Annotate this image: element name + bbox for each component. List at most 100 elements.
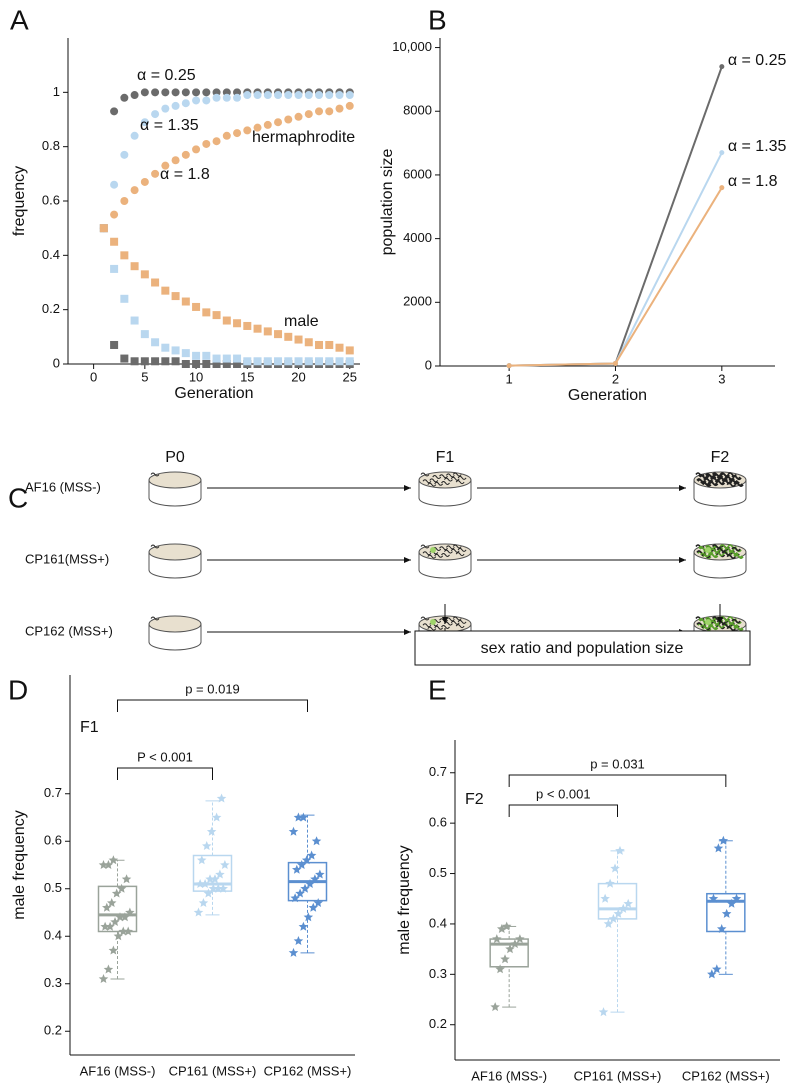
x-tick-label: AF16 (MSS-) bbox=[80, 1063, 156, 1078]
dish-top bbox=[148, 543, 202, 561]
data-point bbox=[102, 902, 112, 912]
y-tick-label: 0.8 bbox=[42, 138, 60, 153]
data-point bbox=[233, 360, 242, 368]
worm bbox=[445, 545, 455, 550]
data-point bbox=[613, 908, 624, 918]
data-point bbox=[731, 893, 742, 903]
data-point bbox=[121, 874, 132, 884]
data-point bbox=[202, 841, 212, 850]
worm bbox=[457, 619, 467, 624]
data-point bbox=[315, 340, 324, 349]
data-point bbox=[120, 354, 129, 363]
data-point bbox=[212, 137, 221, 146]
data-point bbox=[310, 874, 320, 884]
y-tick-label: 0.4 bbox=[44, 928, 62, 943]
worm bbox=[711, 472, 722, 477]
data-point bbox=[120, 251, 129, 260]
worm bbox=[427, 482, 437, 487]
annotation: α = 1.35 bbox=[140, 117, 199, 134]
data-point bbox=[253, 91, 262, 100]
data-point bbox=[719, 64, 725, 70]
data-point bbox=[222, 354, 231, 363]
data-point bbox=[130, 186, 139, 195]
data-point bbox=[311, 836, 322, 846]
box bbox=[97, 885, 138, 933]
box bbox=[597, 882, 638, 920]
generation-label: F1 bbox=[436, 449, 455, 466]
worm bbox=[731, 618, 741, 624]
data-point bbox=[140, 270, 149, 279]
worm bbox=[420, 616, 430, 621]
data-point bbox=[325, 91, 334, 100]
data-point bbox=[325, 107, 334, 116]
y-tick-label: 6000 bbox=[403, 166, 432, 181]
y-tick-label: 0.7 bbox=[429, 764, 447, 779]
data-point bbox=[315, 91, 324, 100]
data-point bbox=[161, 88, 170, 97]
worm bbox=[452, 616, 462, 621]
worm bbox=[441, 552, 450, 557]
worm bbox=[455, 552, 465, 557]
data-point bbox=[120, 294, 129, 303]
data-point bbox=[713, 843, 724, 853]
data-point bbox=[110, 107, 119, 116]
green-spot bbox=[705, 619, 711, 625]
data-point bbox=[315, 357, 324, 366]
data-point bbox=[125, 907, 135, 917]
worm bbox=[719, 472, 730, 477]
worm bbox=[432, 475, 442, 480]
worm bbox=[445, 473, 455, 478]
data-point bbox=[197, 855, 207, 865]
y-tick-label: 0.5 bbox=[44, 880, 62, 895]
data-point bbox=[325, 340, 334, 349]
worm bbox=[439, 474, 448, 479]
data-point bbox=[608, 913, 619, 923]
data-point bbox=[284, 332, 293, 341]
data-point bbox=[171, 156, 180, 165]
series-label: α = 1.8 bbox=[728, 173, 778, 190]
worm bbox=[731, 546, 741, 552]
data-point bbox=[151, 338, 160, 347]
x-tick-label: CP161 (MSS+) bbox=[574, 1068, 662, 1083]
annotation: F2 bbox=[465, 791, 484, 808]
data-point bbox=[253, 123, 262, 132]
y-tick-label: 0.4 bbox=[429, 915, 447, 930]
data-line bbox=[509, 152, 723, 367]
data-point bbox=[325, 357, 334, 366]
data-point bbox=[301, 855, 312, 865]
data-point bbox=[515, 934, 525, 944]
data-point bbox=[110, 917, 120, 926]
worm bbox=[441, 624, 450, 629]
data-point bbox=[161, 161, 170, 170]
data-point bbox=[120, 150, 129, 159]
worm bbox=[700, 552, 710, 558]
green-spot bbox=[430, 547, 436, 553]
data-point bbox=[233, 354, 242, 363]
data-point bbox=[171, 346, 180, 355]
x-tick-label: 10 bbox=[189, 369, 203, 384]
data-point bbox=[108, 945, 119, 955]
worm bbox=[698, 473, 708, 479]
data-point bbox=[304, 91, 313, 100]
data-point bbox=[215, 869, 225, 879]
data-point bbox=[181, 297, 190, 306]
data-point bbox=[295, 888, 305, 898]
data-point bbox=[220, 860, 230, 869]
data-point bbox=[222, 360, 231, 368]
panel-letter: C bbox=[8, 482, 28, 513]
data-point bbox=[205, 874, 215, 884]
dish-top bbox=[148, 471, 202, 489]
data-point bbox=[130, 131, 139, 140]
data-point bbox=[111, 888, 122, 898]
data-point bbox=[243, 91, 252, 100]
data-point bbox=[212, 311, 221, 320]
worm bbox=[455, 480, 465, 485]
worm bbox=[728, 622, 738, 627]
data-point bbox=[623, 898, 633, 908]
annotation: p < 0.001 bbox=[536, 786, 591, 801]
data-point bbox=[161, 286, 170, 295]
annotation: P < 0.001 bbox=[137, 749, 193, 764]
data-point bbox=[274, 91, 283, 100]
data-point bbox=[506, 363, 512, 369]
data-point bbox=[161, 343, 170, 352]
